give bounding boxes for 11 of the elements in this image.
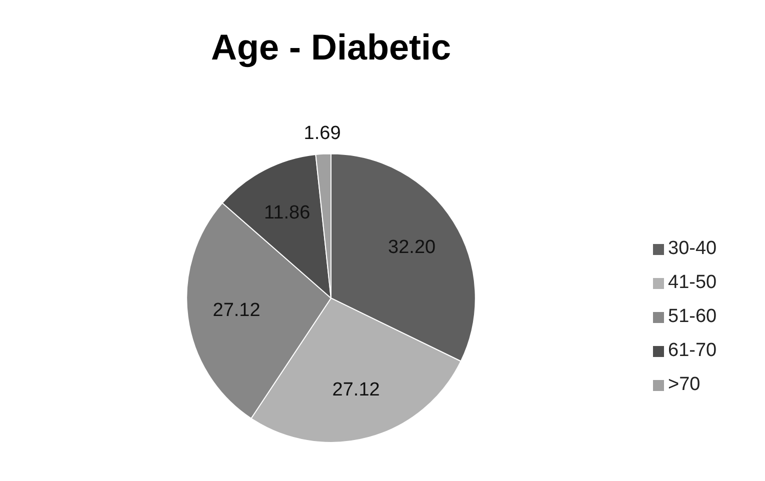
- chart-title: Age - Diabetic: [210, 26, 452, 68]
- legend-label: 61-70: [668, 340, 717, 362]
- data-label: 11.86: [264, 202, 310, 224]
- legend-label: >70: [668, 374, 700, 396]
- legend-label: 41-50: [668, 272, 717, 294]
- data-label: 27.12: [332, 379, 380, 400]
- legend-label: 51-60: [668, 306, 717, 328]
- data-label: 1.69: [304, 123, 341, 144]
- legend-label: 30-40: [668, 238, 717, 260]
- data-label: 32.20: [388, 236, 436, 258]
- data-label: 27.12: [212, 300, 260, 321]
